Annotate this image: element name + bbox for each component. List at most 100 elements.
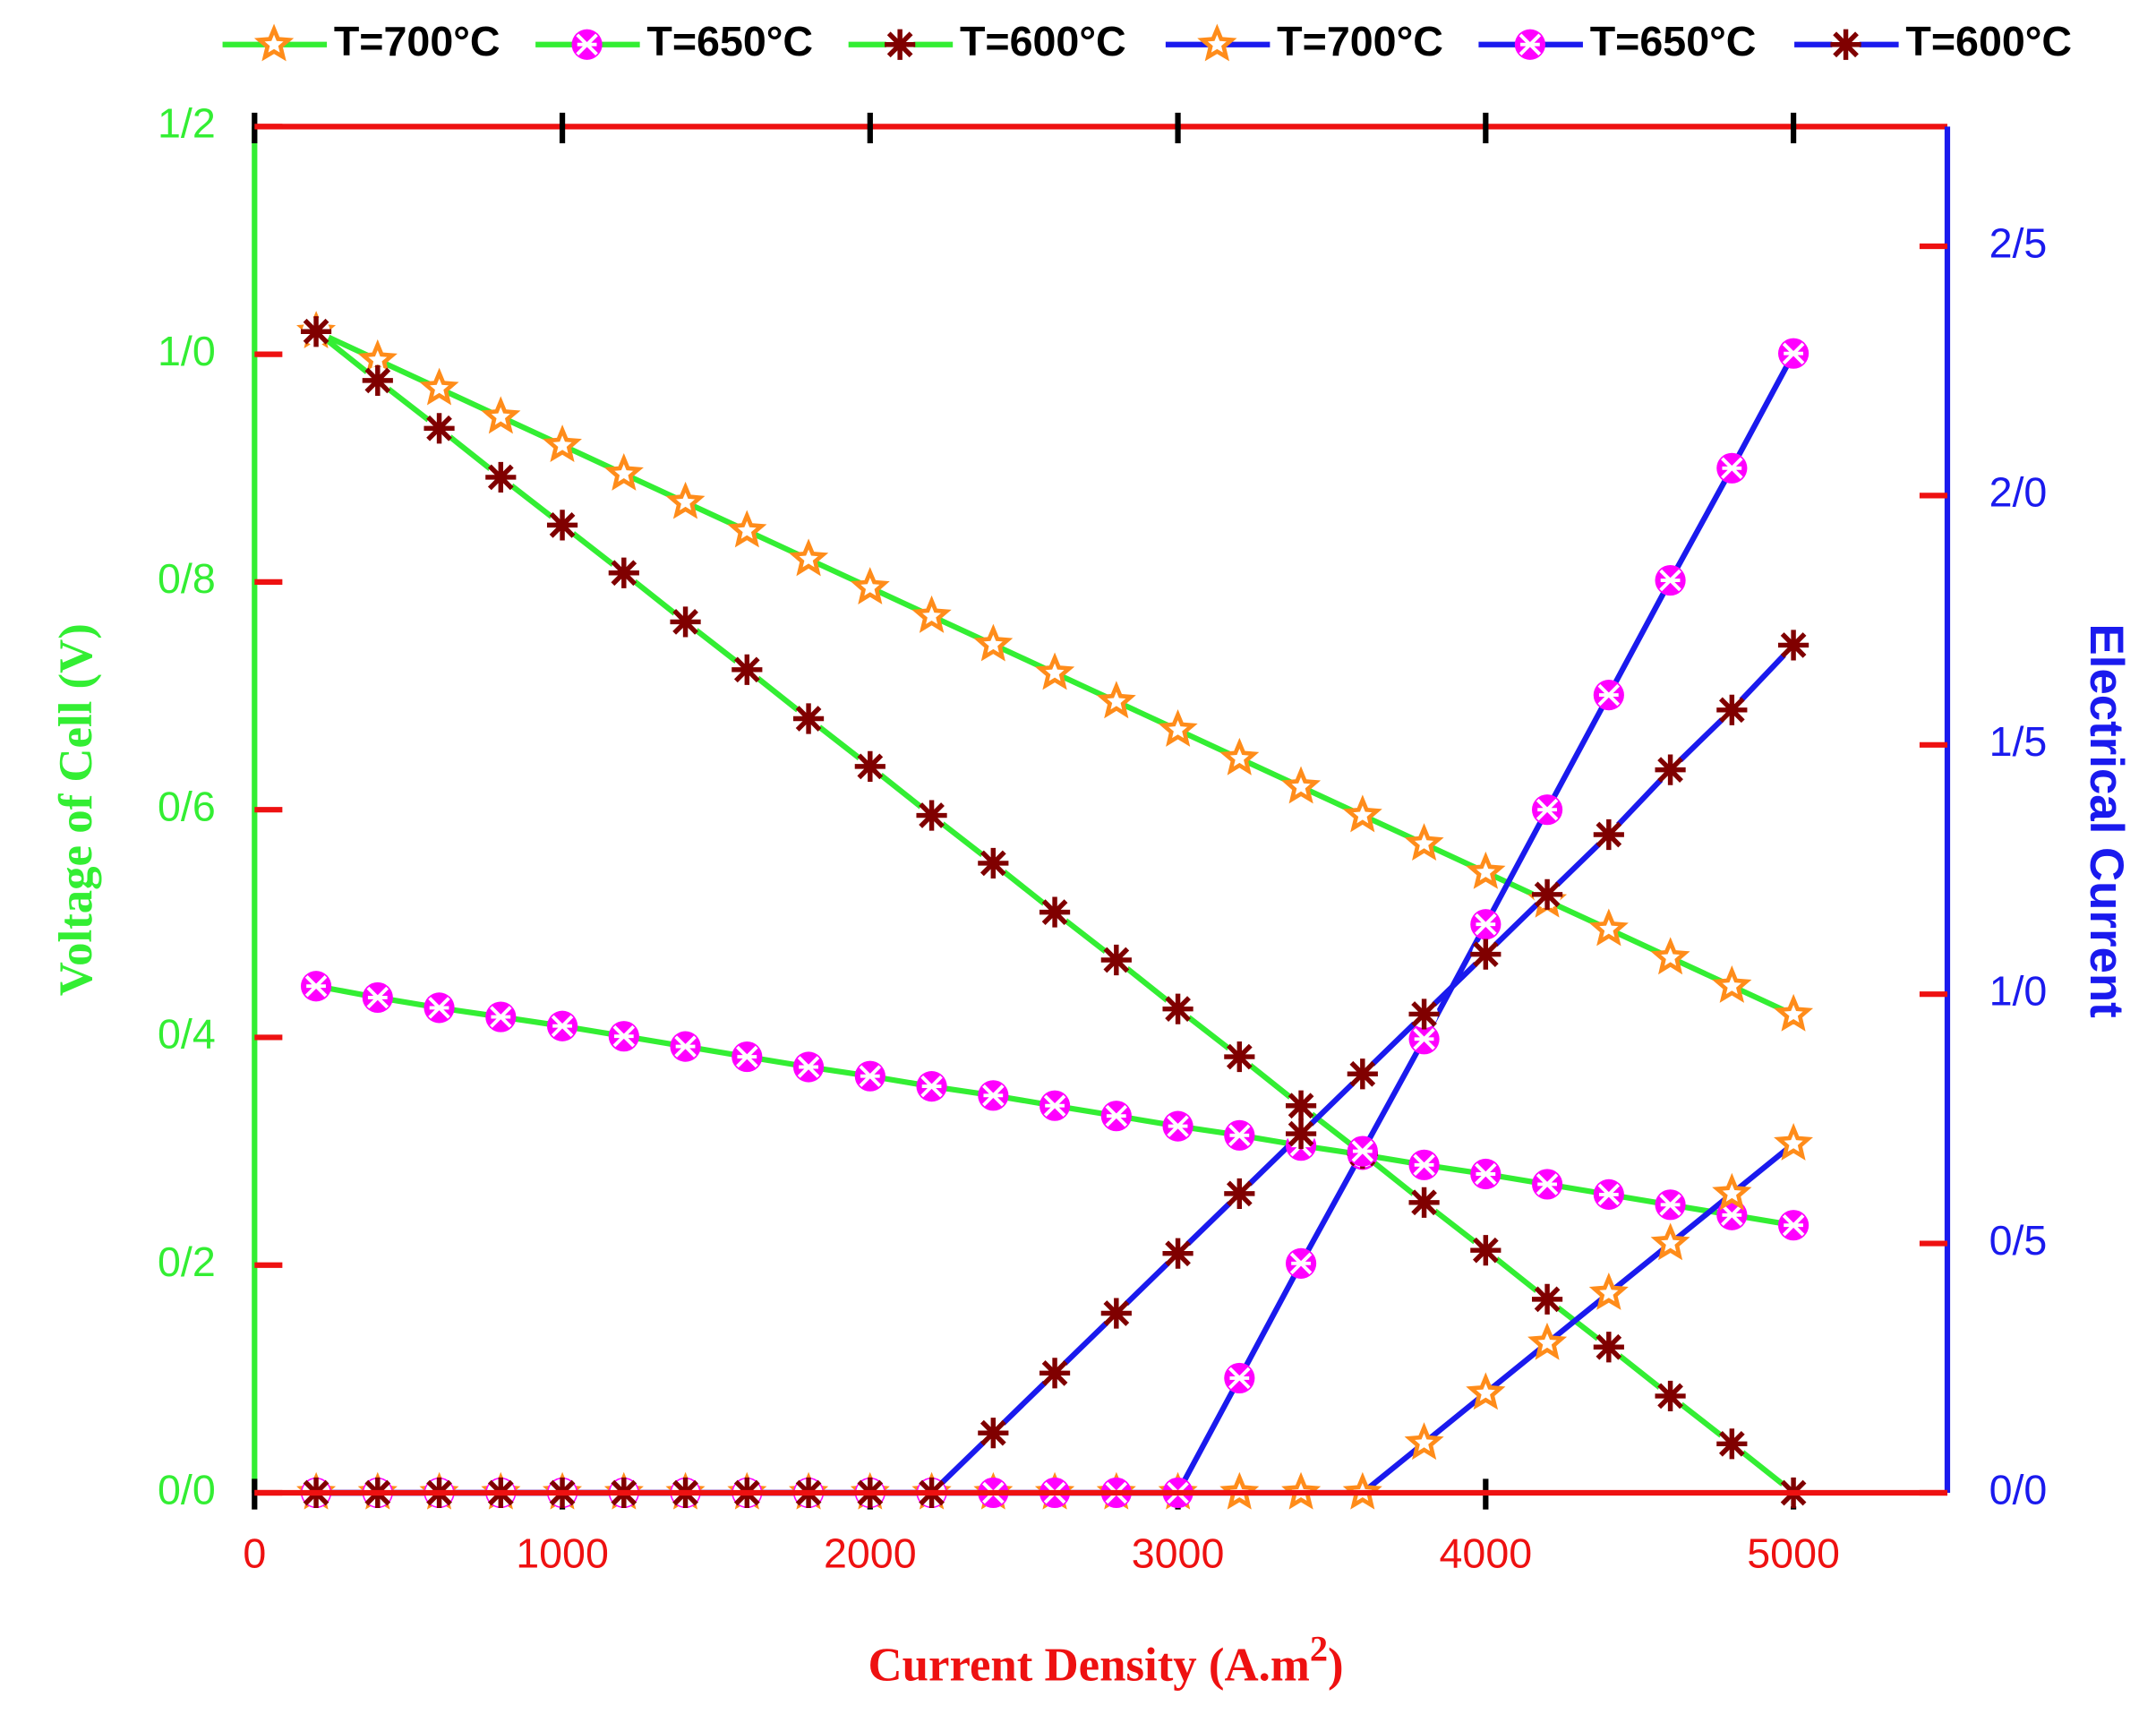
marker-asterisk	[300, 316, 332, 347]
marker-cross	[1782, 342, 1805, 364]
marker	[1777, 1210, 1810, 1241]
marker-star	[1281, 766, 1322, 804]
marker-star	[911, 595, 952, 633]
marker-cross	[1228, 1124, 1251, 1147]
legend-label: T=650°C	[1590, 18, 1757, 64]
x-axis-title-close: )	[1328, 1639, 1344, 1691]
marker-star	[665, 481, 706, 519]
marker-asterisk	[362, 364, 393, 396]
marker-asterisk	[1285, 1118, 1317, 1150]
marker-star	[253, 23, 295, 62]
marker	[1716, 452, 1748, 484]
marker-cross	[1475, 1162, 1497, 1186]
marker-star	[1650, 937, 1690, 975]
marker	[1224, 1119, 1255, 1151]
marker	[1219, 737, 1260, 776]
marker	[1777, 630, 1810, 661]
marker	[1408, 1149, 1440, 1180]
marker-asterisk	[885, 29, 916, 60]
marker-asterisk	[1470, 938, 1502, 970]
marker-star	[1774, 1123, 1813, 1161]
marker-cross	[1413, 1028, 1435, 1050]
marker-asterisk	[670, 606, 701, 638]
marker	[253, 23, 295, 62]
marker	[1593, 1178, 1624, 1210]
y-tick-label: 0/8	[158, 555, 216, 602]
marker	[1777, 338, 1810, 369]
marker-cross	[1043, 1094, 1066, 1117]
marker-asterisk	[608, 557, 639, 588]
marker	[1470, 909, 1502, 940]
marker	[854, 1060, 886, 1092]
marker	[978, 1080, 1009, 1111]
y2-tick-label: 1/0	[1989, 968, 2048, 1015]
marker-asterisk	[1777, 630, 1810, 661]
marker	[1655, 1189, 1686, 1221]
marker	[1408, 1187, 1440, 1218]
marker-star	[1158, 708, 1198, 747]
marker	[1470, 1158, 1502, 1190]
marker-asterisk	[1532, 1283, 1563, 1315]
marker-cross	[551, 1015, 574, 1037]
marker	[1408, 1024, 1440, 1055]
x-tick-label: 0	[243, 1530, 266, 1577]
marker	[1774, 1123, 1813, 1161]
marker-asterisk	[1100, 1298, 1132, 1329]
y2-tick-label: 2/0	[1989, 469, 2048, 516]
marker	[1404, 823, 1444, 861]
marker	[1655, 1380, 1686, 1411]
marker	[300, 316, 332, 347]
marker	[1830, 29, 1861, 60]
marker-asterisk	[1716, 694, 1748, 725]
legend-label: T=700°C	[1277, 18, 1443, 64]
x-tick-label: 2000	[824, 1530, 917, 1577]
marker	[1039, 896, 1071, 928]
y-tick-label: 1/0	[158, 328, 216, 374]
marker-cross	[304, 974, 328, 998]
marker	[973, 623, 1014, 662]
marker-star	[1219, 737, 1260, 776]
marker-cross	[736, 1045, 758, 1068]
marker	[1039, 1358, 1071, 1389]
x-tick-label: 3000	[1132, 1530, 1225, 1577]
marker	[1404, 1422, 1444, 1461]
marker-cross	[1536, 798, 1559, 821]
marker	[1716, 694, 1748, 725]
marker	[485, 1001, 517, 1033]
marker-cross	[1536, 1173, 1559, 1196]
marker-asterisk	[978, 847, 1009, 879]
marker-star	[1404, 1422, 1444, 1461]
x-axis-title: Current Density (A.m2)	[868, 1629, 1344, 1692]
marker-cross	[1519, 33, 1542, 56]
y2-axis-title: Electrical Current	[2080, 623, 2133, 1017]
marker	[1162, 1110, 1194, 1142]
marker	[1712, 964, 1752, 1003]
marker	[1593, 818, 1624, 851]
marker	[1531, 794, 1563, 826]
marker-asterisk	[1593, 818, 1624, 851]
marker-cross	[576, 33, 598, 56]
marker	[300, 971, 332, 1002]
marker-asterisk	[916, 800, 947, 831]
y-axis-title: Voltage of Cell (V)	[50, 623, 102, 996]
marker	[1470, 1235, 1502, 1266]
marker-asterisk	[1408, 998, 1440, 1030]
marker-cross	[428, 997, 450, 1019]
marker-cross	[1659, 1194, 1681, 1216]
marker-asterisk	[1285, 1090, 1317, 1121]
marker-star	[1197, 23, 1237, 62]
marker	[850, 567, 890, 604]
marker	[978, 847, 1009, 879]
marker-asterisk	[485, 461, 517, 493]
x-tick-label: 5000	[1747, 1530, 1840, 1577]
marker	[1158, 708, 1198, 747]
marker	[1593, 1332, 1624, 1363]
marker	[1034, 652, 1075, 690]
marker	[543, 424, 582, 463]
marker	[1532, 878, 1563, 910]
marker-cross	[612, 1024, 636, 1048]
marker	[732, 654, 763, 685]
marker	[1588, 908, 1629, 947]
marker-cross	[490, 1006, 512, 1028]
marker-star	[1712, 1172, 1752, 1211]
